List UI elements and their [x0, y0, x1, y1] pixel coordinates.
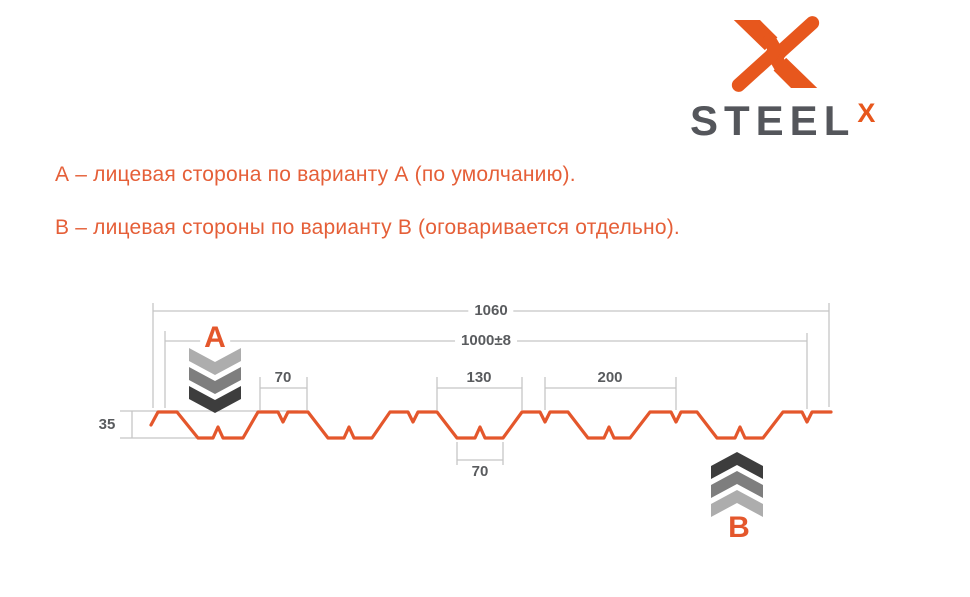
chevron-up-light [711, 490, 763, 517]
dim-label-overall-width: 1060 [468, 302, 514, 320]
note-variant-b: В – лицевая стороны по варианту В (огова… [55, 216, 680, 239]
chevron-down-mid [189, 367, 241, 394]
marker-back-side-b: В [728, 511, 750, 544]
brand-superscript-x: X [857, 98, 876, 128]
chevron-down-dark [189, 386, 241, 413]
note-variant-a: А – лицевая сторона по варианту А (по ум… [55, 163, 576, 186]
steelx-x-logo-icon [731, 16, 820, 92]
logo-hook-lower [731, 33, 781, 92]
dim-label-pitch: 200 [595, 368, 625, 387]
chevron-down-light [189, 348, 241, 375]
sheet-profile-outline [149, 410, 833, 440]
dim-label-height: 35 [96, 415, 118, 434]
dim-label-rib-top: 70 [272, 368, 294, 387]
brand-name-text: STEEL [690, 97, 856, 144]
dim-label-rib-bottom: 70 [469, 462, 491, 481]
dim-label-cover-width: 1000±8 [455, 332, 517, 350]
brand-wordmark: STEELX [690, 97, 876, 144]
chevron-up-dark [711, 452, 763, 479]
dim-label-opening: 130 [464, 368, 494, 387]
variant-b-chevrons-icon [711, 452, 763, 517]
chevron-up-mid [711, 471, 763, 498]
brand-logo: STEELX [660, 0, 960, 150]
marker-front-side-a: А [200, 323, 230, 353]
variant-a-chevrons-icon [189, 348, 241, 413]
